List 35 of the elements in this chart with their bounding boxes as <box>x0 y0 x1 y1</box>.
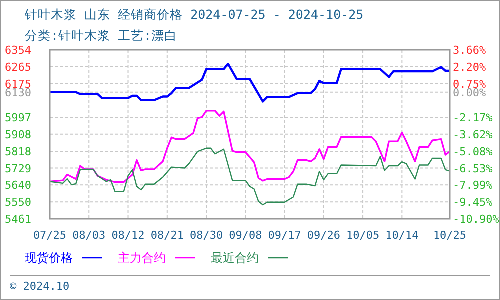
x-tick-label: 09/17 <box>268 229 302 242</box>
x-tick-label: 07/25 <box>33 229 67 242</box>
y-tick-label: 5640 <box>5 179 32 192</box>
y2-tick-label: -7.99% <box>453 179 494 192</box>
x-tick-label: 10/25 <box>433 229 467 242</box>
x-tick-label: 10/14 <box>386 229 420 242</box>
x-tick-label: 09/08 <box>229 229 262 242</box>
x-tick-label: 08/30 <box>190 229 224 242</box>
y-tick-label: 6354 <box>5 44 32 57</box>
y-tick-label: 5550 <box>5 196 32 210</box>
legend-label: 主力合约 <box>118 251 166 265</box>
y2-tick-label: -5.08% <box>453 145 494 158</box>
chart-subtitle: 分类:针叶木浆 工艺:漂白 <box>25 28 178 43</box>
text: © 2024.10 <box>10 280 70 293</box>
y-tick-label: 5997 <box>5 112 32 125</box>
y2-tick-label: -6.53% <box>453 162 494 176</box>
legend-label: 现货价格 <box>25 251 73 265</box>
y-tick-label: 5729 <box>5 162 32 176</box>
y-tick-label: 5908 <box>5 128 32 142</box>
y2-tick-label: 2.20% <box>453 60 486 74</box>
x-tick-label: 08/12 <box>112 229 145 242</box>
x-tick-label: 08/03 <box>72 229 106 242</box>
y2-tick-label: -3.62% <box>453 128 494 142</box>
y2-tick-label: -10.90% <box>453 213 500 226</box>
y2-tick-label: -2.17% <box>453 112 494 125</box>
chart-title: 针叶木浆 山东 经销商价格 2024-07-25 - 2024-10-25 <box>24 7 364 22</box>
y2-tick-label: 3.66% <box>453 44 486 57</box>
y-tick-label: 6265 <box>5 60 32 74</box>
y2-tick-label: -9.45% <box>453 196 494 210</box>
x-tick-label: 09/26 <box>307 229 340 242</box>
y-tick-label: 5818 <box>5 145 32 158</box>
legend-label: 最近合约 <box>211 251 259 265</box>
x-tick-label: 08/21 <box>150 229 184 242</box>
y-tick-label: 5461 <box>5 213 32 226</box>
x-tick-label: 10/05 <box>346 229 380 242</box>
